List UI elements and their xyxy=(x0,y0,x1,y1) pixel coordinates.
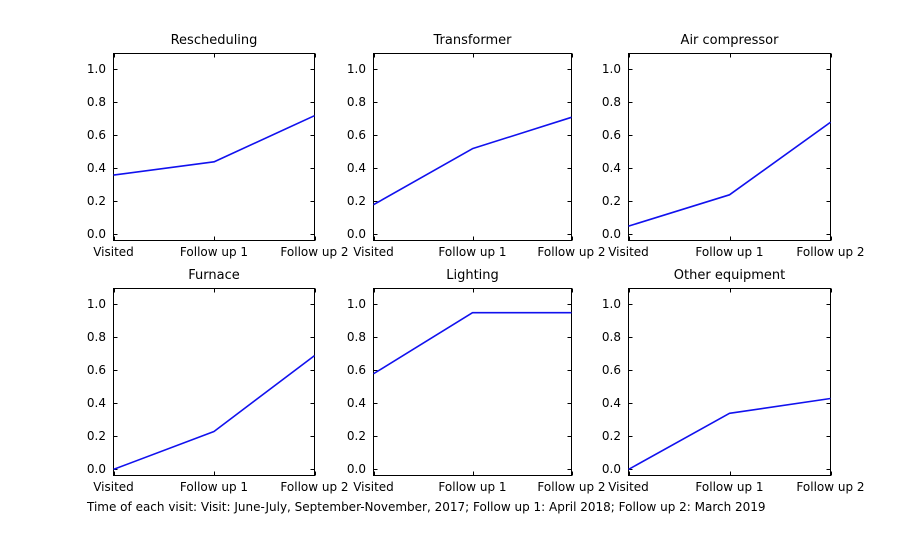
y-tick-label: 1.0 xyxy=(86,62,106,77)
y-tick-label: 0.2 xyxy=(86,429,106,444)
x-tick-label: Follow up 1 xyxy=(695,480,764,494)
y-tick-label: 0.2 xyxy=(601,194,621,209)
x-tick-label: Follow up 1 xyxy=(695,245,764,259)
y-tick-label: 0.0 xyxy=(86,227,106,242)
subplot-title-lighting: Lighting xyxy=(446,268,499,283)
plot-box xyxy=(373,288,572,476)
subplot-title-furnace: Furnace xyxy=(188,268,240,283)
y-tick-label: 0.8 xyxy=(346,330,366,345)
x-tick-label: Visited xyxy=(93,245,134,259)
line-series-air-compressor xyxy=(628,121,831,227)
y-tick-label: 0.8 xyxy=(601,95,621,110)
y-tick-label: 0.4 xyxy=(346,161,366,176)
y-tick-label: 0.4 xyxy=(86,396,106,411)
y-tick-label: 0.4 xyxy=(601,161,621,176)
y-tick-label: 0.0 xyxy=(86,462,106,477)
y-tick-label: 0.4 xyxy=(601,396,621,411)
y-tick-label: 1.0 xyxy=(86,297,106,312)
y-tick-label: 0.8 xyxy=(601,330,621,345)
x-tick-label: Follow up 1 xyxy=(179,480,249,494)
x-tick-label: Follow up 2 xyxy=(280,480,349,494)
plot-box xyxy=(628,53,831,241)
y-tick-label: 0.4 xyxy=(86,161,106,176)
line-series-rescheduling xyxy=(113,114,315,176)
y-tick-label: 0.8 xyxy=(86,95,106,110)
y-tick-label: 1.0 xyxy=(346,297,366,312)
x-tick-label: Follow up 1 xyxy=(179,245,249,259)
y-tick-label: 1.0 xyxy=(601,62,621,77)
plot-box xyxy=(628,288,831,476)
y-tick-label: 0.0 xyxy=(601,227,621,242)
x-tick-label: Visited xyxy=(608,245,649,259)
line-series-transformer xyxy=(373,116,572,206)
line-chart-transformer xyxy=(373,53,573,241)
subplot-title-transformer: Transformer xyxy=(433,33,512,48)
y-tick-label: 0.6 xyxy=(86,128,106,143)
plot-box xyxy=(113,53,315,241)
x-tick-label: Follow up 2 xyxy=(280,245,349,259)
y-tick-label: 1.0 xyxy=(601,297,621,312)
y-tick-label: 0.6 xyxy=(346,363,366,378)
x-tick-label: Visited xyxy=(353,245,394,259)
y-tick-label: 0.2 xyxy=(346,429,366,444)
x-tick-label: Follow up 2 xyxy=(796,245,865,259)
subplot-title-other-equipment: Other equipment xyxy=(673,268,786,283)
y-tick-label: 0.0 xyxy=(346,227,366,242)
y-tick-label: 0.8 xyxy=(86,330,106,345)
x-tick-label: Visited xyxy=(608,480,649,494)
y-tick-label: 1.0 xyxy=(346,62,366,77)
line-series-furnace xyxy=(113,354,315,471)
x-tick-label: Visited xyxy=(93,480,134,494)
y-tick-label: 0.0 xyxy=(601,462,621,477)
line-series-other-equipment xyxy=(628,397,831,471)
x-tick-label: Follow up 2 xyxy=(796,480,865,494)
y-tick-label: 0.2 xyxy=(86,194,106,209)
y-tick-label: 0.0 xyxy=(346,462,366,477)
y-tick-label: 0.2 xyxy=(601,429,621,444)
x-tick-label: Follow up 2 xyxy=(537,480,606,494)
y-tick-label: 0.4 xyxy=(346,396,366,411)
line-chart-air-compressor xyxy=(628,53,832,241)
x-tick-label: Follow up 1 xyxy=(438,245,507,259)
y-tick-label: 0.6 xyxy=(601,128,621,143)
figure-caption: Time of each visit: Visit: June-July, Se… xyxy=(87,500,766,514)
x-tick-label: Follow up 1 xyxy=(438,480,507,494)
line-series-lighting xyxy=(373,311,572,375)
plot-box xyxy=(373,53,572,241)
y-tick-label: 0.2 xyxy=(346,194,366,209)
line-chart-lighting xyxy=(373,288,573,476)
x-tick-label: Follow up 2 xyxy=(537,245,606,259)
line-chart-rescheduling xyxy=(113,53,316,241)
y-tick-label: 0.6 xyxy=(601,363,621,378)
y-tick-label: 0.6 xyxy=(346,128,366,143)
line-chart-other-equipment xyxy=(628,288,832,476)
subplot-title-rescheduling: Rescheduling xyxy=(170,33,258,48)
subplot-title-air-compressor: Air compressor xyxy=(680,33,779,48)
y-tick-label: 0.6 xyxy=(86,363,106,378)
x-tick-label: Visited xyxy=(353,480,394,494)
y-tick-label: 0.8 xyxy=(346,95,366,110)
line-chart-furnace xyxy=(113,288,316,476)
plot-box xyxy=(113,288,315,476)
